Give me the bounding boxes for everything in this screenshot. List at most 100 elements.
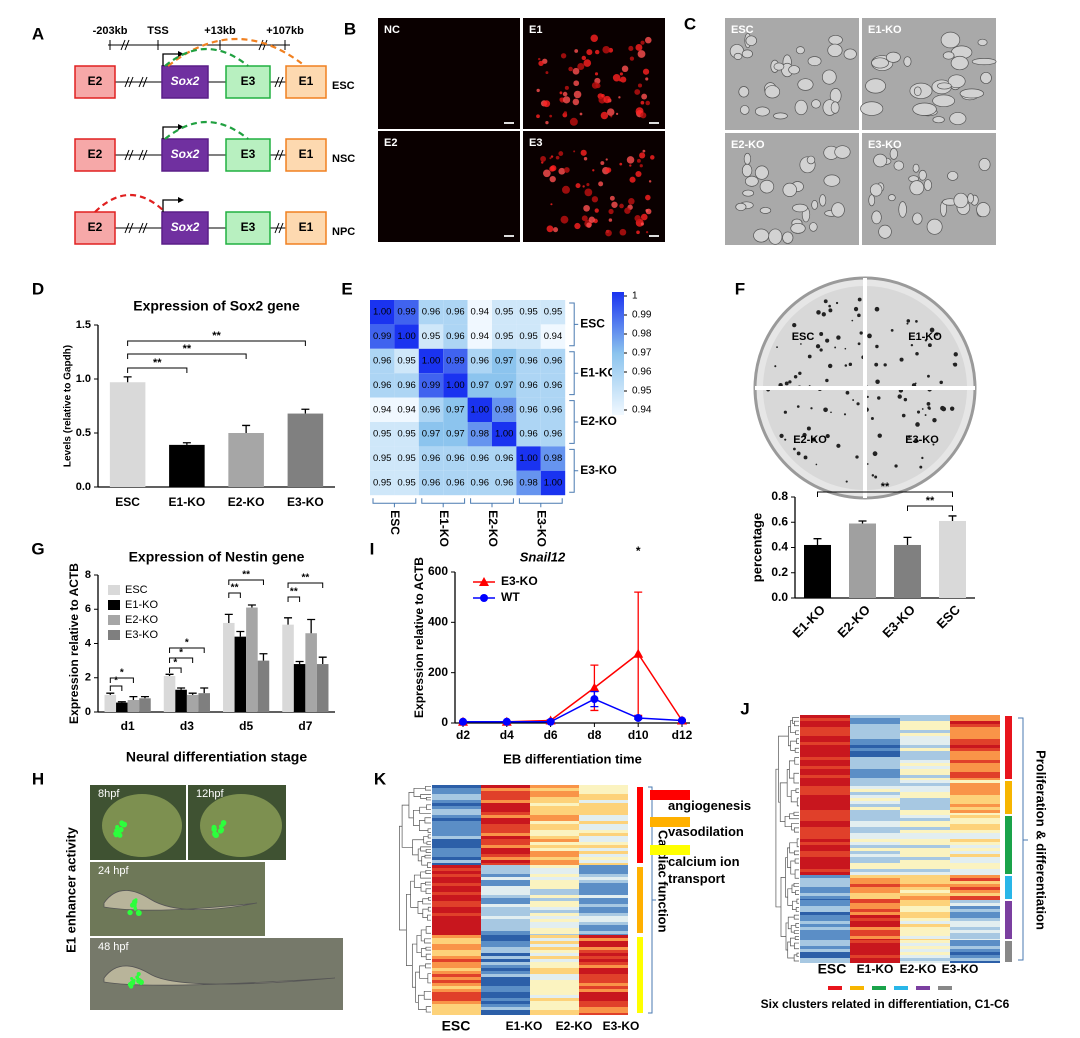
heatmap-stripe — [950, 875, 1000, 878]
colony — [890, 329, 894, 332]
break — [274, 76, 280, 88]
heatmap-stripe — [579, 865, 628, 868]
heatmap-stripe — [481, 1007, 530, 1010]
heatmap-stripe — [579, 947, 628, 950]
element-label: Sox2 — [171, 74, 200, 88]
heatmap-stripe — [800, 804, 850, 807]
heatmap-cell — [394, 470, 419, 496]
heatmap-stripe — [481, 812, 530, 815]
column-label: E3-KO — [942, 962, 979, 976]
heatmap-stripe — [800, 778, 850, 780]
gfp-spot — [220, 820, 227, 826]
colony — [913, 86, 922, 97]
micrograph — [378, 131, 520, 242]
cell-label: 0.99 — [397, 307, 416, 318]
heatmap-stripe — [579, 836, 628, 839]
cell-label: 0.95 — [373, 429, 392, 440]
heatmap-cell — [418, 422, 444, 447]
heatmap-stripe — [900, 924, 950, 927]
colony — [874, 475, 878, 479]
heatmap-stripe — [850, 869, 900, 872]
colony — [848, 362, 853, 367]
signal-spot — [634, 89, 641, 95]
colony — [844, 364, 848, 367]
dendrogram — [789, 813, 799, 820]
signal-spot — [611, 201, 618, 208]
colony — [807, 354, 812, 359]
heatmap-stripe — [530, 998, 579, 1001]
cell-label: 0.97 — [495, 356, 514, 367]
cell-label: 0.95 — [397, 356, 416, 367]
colony — [877, 396, 881, 400]
colony — [868, 194, 876, 207]
heatmap-stripe — [950, 909, 1000, 912]
heatmap-stripe — [579, 922, 628, 925]
heatmap-stripe — [850, 786, 900, 789]
heatmap-stripe — [432, 935, 481, 938]
heatmap-stripe — [950, 810, 1000, 813]
heatmap-stripe — [579, 892, 628, 895]
heatmap-stripe — [900, 804, 950, 807]
heatmap-stripe — [481, 791, 530, 794]
heatmap-stripe — [800, 721, 850, 724]
colony — [923, 179, 932, 191]
bar — [186, 694, 199, 712]
dendrogram — [425, 786, 431, 791]
cluster-bar — [1005, 716, 1012, 779]
heatmap-stripe — [481, 815, 530, 818]
colorbar-label: 0.98 — [632, 329, 652, 340]
significance-bracket — [228, 579, 264, 585]
heatmap-stripe — [579, 791, 628, 794]
element-box — [225, 138, 271, 172]
line — [463, 652, 683, 723]
heatmap-cell — [443, 373, 468, 398]
cell-label: 1.00 — [446, 380, 465, 391]
signal-spot — [603, 95, 611, 104]
cell-label: 0.96 — [495, 478, 514, 489]
heatmap-stripe — [900, 857, 950, 860]
cell-label: 0.95 — [519, 331, 538, 342]
y-tick-label: 6 — [85, 603, 91, 615]
heatmap-stripe — [579, 959, 628, 962]
colony — [894, 464, 898, 468]
colony — [869, 183, 883, 197]
heatmap-stripe — [481, 1013, 530, 1015]
y-tick-label: 8 — [85, 569, 91, 581]
element-box — [225, 211, 271, 245]
dendrogram — [427, 834, 431, 839]
element-box — [285, 211, 327, 245]
dendrogram — [795, 923, 799, 928]
colony — [959, 88, 984, 99]
break — [128, 76, 134, 88]
colony — [889, 147, 898, 160]
signal-spot — [645, 230, 649, 234]
colony — [782, 182, 797, 197]
heatmap-stripe — [950, 824, 1000, 827]
cell-label: 0.96 — [397, 380, 416, 391]
signal-spot — [560, 53, 567, 59]
heatmap-stripe — [850, 884, 900, 887]
term-label: calcium ion transport — [668, 854, 740, 886]
significance-bracket — [817, 491, 953, 497]
heatmap-stripe — [530, 944, 579, 947]
heatmap-stripe — [900, 807, 950, 810]
dendrogram — [420, 948, 427, 958]
heatmap-stripe — [579, 851, 628, 854]
larva — [103, 965, 336, 986]
heatmap-stripe — [579, 928, 628, 931]
heatmap-stripe — [481, 889, 530, 892]
heatmap-stripe — [579, 898, 628, 901]
heatmap-stripe — [800, 927, 850, 930]
heatmap-stripe — [950, 912, 1000, 915]
dendrogram — [425, 953, 431, 960]
heatmap-stripe — [432, 983, 481, 986]
heatmap-stripe — [900, 783, 950, 786]
dendrogram — [413, 787, 426, 797]
group-brace — [569, 351, 579, 396]
dendrogram — [411, 943, 417, 988]
heatmap-stripe — [950, 887, 1000, 890]
heatmap-stripe — [950, 736, 1000, 739]
heatmap-stripe — [481, 941, 530, 944]
gfp-spot — [133, 907, 138, 911]
heatmap-stripe — [432, 968, 481, 971]
